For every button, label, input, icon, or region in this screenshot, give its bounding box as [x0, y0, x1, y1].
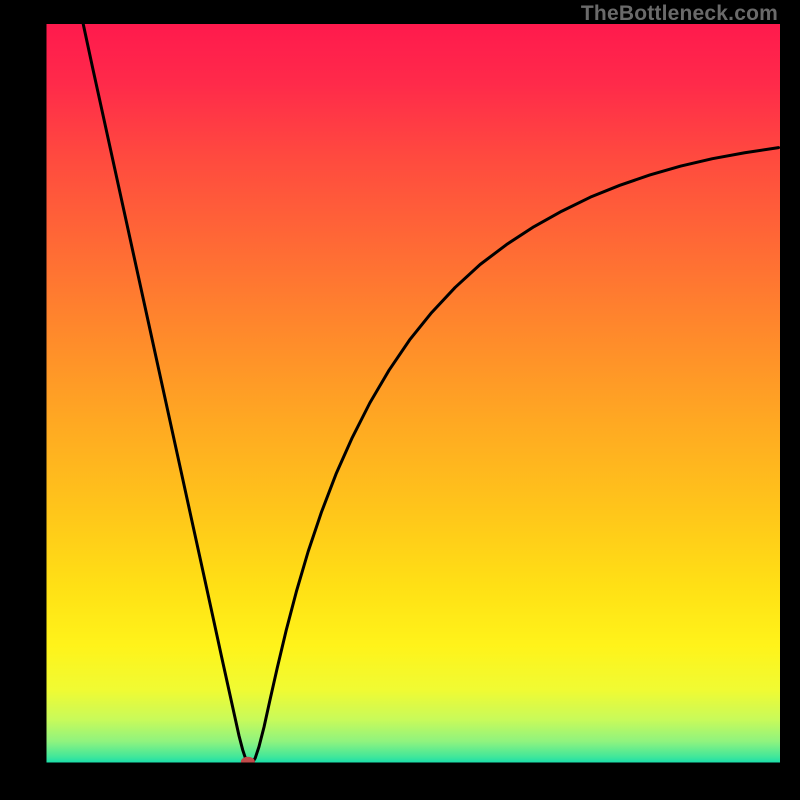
watermark-text: TheBottleneck.com — [581, 2, 778, 26]
bottleneck-plot — [45, 24, 780, 764]
chart-container: TheBottleneck.com — [0, 0, 800, 800]
plot-background — [45, 24, 780, 764]
